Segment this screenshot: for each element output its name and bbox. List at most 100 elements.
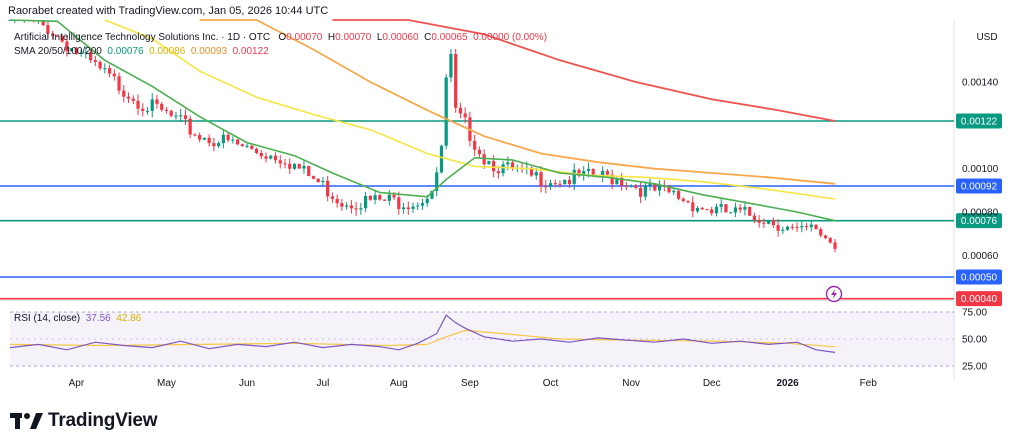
candle-body <box>74 48 78 54</box>
sma20-value: 0.00076 <box>107 46 144 57</box>
candle-body <box>183 115 188 119</box>
candle-body <box>373 195 377 200</box>
level-price-label: 0.00092 <box>961 182 998 193</box>
candle-body <box>264 156 268 159</box>
candle-body <box>710 209 714 214</box>
candle-body <box>648 183 652 186</box>
candle-body <box>563 179 567 185</box>
rsi-line <box>9 314 836 353</box>
time-tick-label: May <box>157 378 176 389</box>
rsi-value: 37.56 <box>85 313 111 324</box>
candle-body <box>639 187 643 197</box>
candle-body <box>757 219 761 223</box>
candle-body <box>577 169 581 176</box>
candle-body <box>235 139 240 145</box>
candle-body <box>572 169 576 184</box>
ohlc-open: 0.00070 <box>286 32 323 43</box>
candle-body <box>833 242 837 249</box>
ohlc-high-label: H <box>327 32 336 43</box>
time-tick-label: Aug <box>390 378 408 389</box>
candle-body <box>804 226 809 228</box>
ohlc-low-label: L <box>376 32 383 43</box>
candle-body <box>828 238 832 243</box>
candle-body <box>141 108 145 111</box>
candle-body <box>401 207 406 210</box>
candle-body <box>316 178 320 183</box>
rsi-legend[interactable]: RSI (14, close) 37.56 42.86 <box>14 313 141 324</box>
candle-body <box>657 185 662 191</box>
lightning-bolt-glyph <box>831 289 837 299</box>
candle-body <box>620 177 624 186</box>
candle-body <box>292 163 297 169</box>
candle-body <box>112 73 116 77</box>
candle-body <box>51 33 55 36</box>
candle-body <box>591 168 595 177</box>
candle-body <box>98 61 102 69</box>
candle-body <box>458 107 463 114</box>
candle-body <box>771 220 775 226</box>
candle-body <box>676 190 681 199</box>
candle-body <box>510 162 515 169</box>
level-price-label: 0.00040 <box>961 294 998 305</box>
currency-button[interactable]: USD <box>976 32 998 43</box>
time-tick-label: Oct <box>543 378 559 389</box>
candle-body <box>60 36 64 42</box>
candle-body <box>752 215 756 220</box>
candle-body <box>615 177 619 185</box>
price-tick-label: 0.00060 <box>962 251 999 262</box>
rsi-ma-line <box>9 329 836 348</box>
tradingview-logo[interactable]: TradingView <box>10 408 158 434</box>
ohlc-close: 0.00065 <box>431 32 468 43</box>
level-price-tag <box>956 113 1002 129</box>
candle-body <box>544 186 548 188</box>
candle-body <box>582 171 586 176</box>
candle-body <box>411 206 415 210</box>
candle-body <box>278 160 282 164</box>
candle-body <box>477 149 481 155</box>
candle-body <box>586 168 591 172</box>
candle-body <box>681 198 685 201</box>
candle-body <box>700 207 704 210</box>
candle-body <box>311 176 316 179</box>
rsi-band <box>10 312 955 366</box>
level-price-tag <box>956 178 1002 194</box>
sma-legend[interactable]: SMA 20/50/100/200 0.00076 0.00086 0.0009… <box>14 46 269 57</box>
candle-body <box>65 41 69 52</box>
candle-body <box>610 174 614 185</box>
candle-body <box>126 96 131 99</box>
candle-body <box>416 205 420 207</box>
candle-body <box>695 207 700 212</box>
candle-body <box>430 190 434 199</box>
candle-body <box>435 172 439 191</box>
candle-body <box>174 115 178 117</box>
candle-body <box>283 163 287 165</box>
sma200-value: 0.00122 <box>232 46 269 57</box>
candle-body <box>729 212 733 214</box>
candle-body <box>155 99 159 104</box>
ohlc-open-label: O <box>278 32 287 43</box>
price-tick-label: 0.00100 <box>962 164 999 175</box>
candle-body <box>117 76 121 91</box>
candle-body <box>653 183 657 191</box>
time-tick-label: 2026 <box>776 378 799 389</box>
candle-body <box>406 207 410 210</box>
candle-body <box>553 183 557 185</box>
candle-body <box>601 170 605 178</box>
candle-body <box>55 35 60 37</box>
price-tick-label: 0.00080 <box>962 208 999 219</box>
symbol-name: Artificial Intelligence Technology Solut… <box>14 32 271 43</box>
candle-body <box>539 172 543 187</box>
candle-body <box>340 203 344 207</box>
candle-body <box>439 145 444 173</box>
level-price-tag <box>956 213 1002 229</box>
candle-body <box>103 68 107 70</box>
candle-body <box>188 118 192 135</box>
price-tick-label: 0.00140 <box>962 78 999 89</box>
candle-body <box>41 20 45 26</box>
candle-body <box>444 77 448 146</box>
candle-body <box>463 113 467 118</box>
symbol-legend[interactable]: Artificial Intelligence Technology Solut… <box>14 32 547 43</box>
candle-body <box>321 180 325 183</box>
candle-body <box>624 185 628 187</box>
